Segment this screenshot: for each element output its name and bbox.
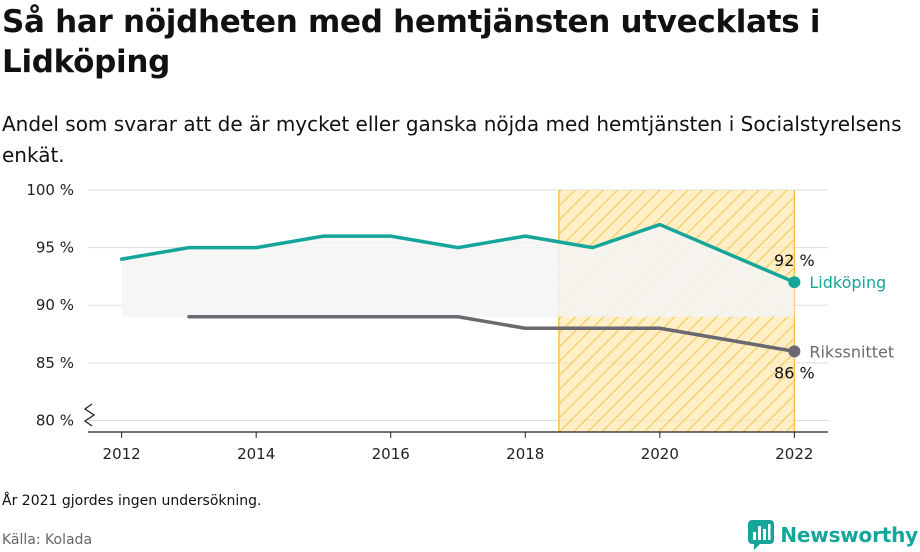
x-tick-label: 2012 [103,445,141,463]
series-name-label: Rikssnittet [809,342,894,361]
series-line [119,222,797,284]
end-value-label: 86 % [774,363,815,382]
footnote: År 2021 gjordes ingen undersökning. [2,493,262,509]
line-chart: 80 % 85 % 90 % 95 % 100 % 2012 2014 2016 2018 202… [26,181,894,463]
series-end-point [788,345,801,358]
series-end-point [788,276,801,289]
x-tick-label: 2016 [372,445,410,463]
y-tick-label: 95 % [36,239,74,257]
newsworthy-logo-icon [748,520,775,550]
series-name-label: Lidköping [809,273,886,292]
chart-subtitle: Andel som svarar att de är mycket eller … [2,112,902,167]
x-tick-label: 2014 [237,445,275,463]
series-line [187,315,797,354]
newsworthy-wordmark: Newsworthy [780,523,918,547]
end-value-label: 92 % [774,251,815,270]
y-tick-label: 90 % [36,296,74,314]
y-tick-label: 100 % [26,181,74,199]
newsworthy-logo: Newsworthy [748,520,918,550]
x-tick-label: 2018 [506,445,544,463]
axis-break-icon [83,403,96,427]
source-note: Källa: Kolada [2,532,93,548]
y-tick-label: 85 % [36,354,74,372]
chart-title: Så har nöjdheten med hemtjänsten utveckl… [2,4,821,80]
y-tick-label: 80 % [36,411,74,429]
x-tick-label: 2022 [775,445,813,463]
series-band [121,224,795,317]
x-tick-label: 2020 [641,445,679,463]
